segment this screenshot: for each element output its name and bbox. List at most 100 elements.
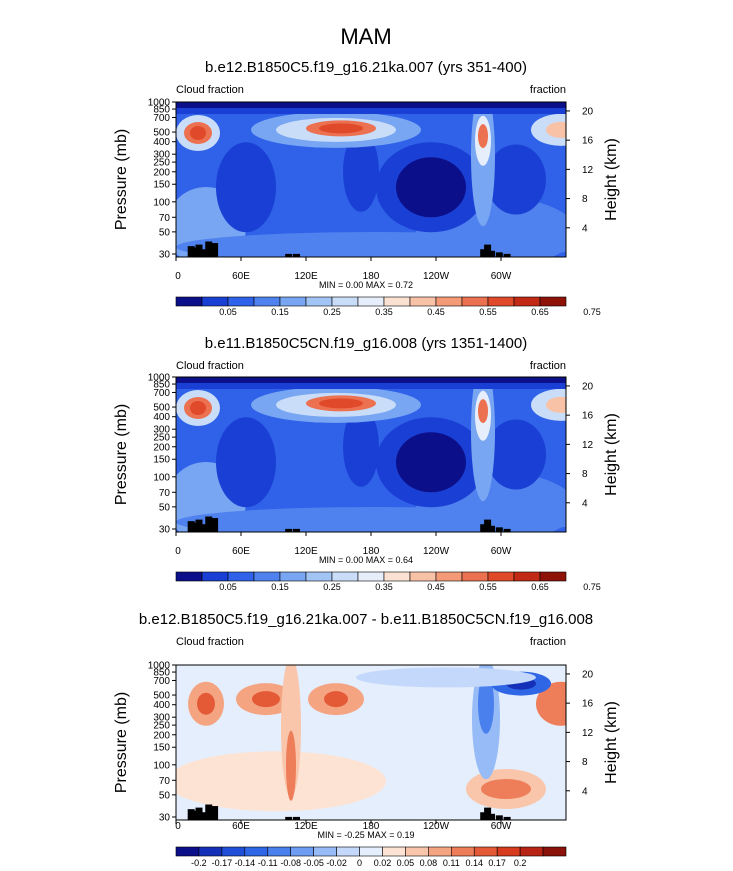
colorbar-label: -0.2 bbox=[191, 858, 207, 868]
stratosphere-band bbox=[176, 102, 566, 108]
x-tick-label: 120W bbox=[423, 546, 450, 557]
colorbar-swatch bbox=[435, 571, 463, 582]
contour-region bbox=[197, 692, 215, 715]
x-tick-label: 180 bbox=[363, 546, 380, 557]
topography-block bbox=[285, 253, 293, 257]
colorbar-swatch bbox=[487, 296, 515, 307]
colorbar-swatch bbox=[313, 846, 337, 857]
pressure-tick-label: 300 bbox=[153, 150, 170, 161]
colorbar-label: -0.08 bbox=[280, 858, 301, 868]
contour-region bbox=[319, 123, 363, 134]
colorbar-swatch bbox=[450, 846, 475, 857]
colorbar-swatch bbox=[201, 571, 229, 582]
x-tick-label: 0 bbox=[175, 821, 181, 832]
contour-region bbox=[343, 406, 379, 487]
x-tick-label: 60W bbox=[491, 271, 512, 282]
pressure-tick-label: 70 bbox=[159, 776, 171, 787]
topography-block bbox=[503, 816, 511, 820]
colorbar-swatch bbox=[487, 571, 515, 582]
right-label: fraction bbox=[530, 84, 566, 96]
topography-block bbox=[205, 804, 213, 820]
colorbar-swatch bbox=[357, 571, 385, 582]
colorbar-swatch bbox=[409, 296, 437, 307]
colorbar-label: -0.05 bbox=[303, 858, 324, 868]
pressure-tick-label: 500 bbox=[153, 691, 170, 702]
colorbar-swatch bbox=[253, 571, 281, 582]
min-max-stats: MIN = 0.00 MAX = 0.72 bbox=[319, 280, 413, 290]
topography-block bbox=[211, 518, 219, 532]
colorbar-swatch bbox=[513, 296, 541, 307]
colorbar-swatch bbox=[519, 846, 544, 857]
contour-field bbox=[176, 665, 566, 820]
topography-block bbox=[484, 807, 492, 820]
x-tick-label: 120E bbox=[294, 546, 318, 557]
contour-region bbox=[190, 126, 206, 140]
colorbar-swatch bbox=[253, 296, 281, 307]
panel-title: b.e12.B1850C5.f19_g16.21ka.007 - b.e11.B… bbox=[139, 611, 593, 628]
colorbar-label: 0.05 bbox=[397, 858, 415, 868]
colorbar-label: 0.75 bbox=[583, 307, 601, 317]
colorbar-swatch bbox=[461, 296, 489, 307]
colorbar-swatch bbox=[336, 846, 360, 857]
colorbar-swatch bbox=[409, 571, 437, 582]
left-label: Cloud fraction bbox=[176, 84, 244, 96]
height-tick-label: 12 bbox=[582, 440, 594, 451]
topography-block bbox=[195, 519, 203, 532]
topography-block bbox=[205, 241, 213, 257]
height-tick-label: 12 bbox=[582, 728, 594, 739]
topography-block bbox=[495, 527, 503, 532]
x-tick-label: 120E bbox=[294, 271, 318, 282]
topography-block bbox=[495, 815, 503, 820]
pressure-tick-label: 250 bbox=[153, 158, 170, 169]
colorbar-swatch bbox=[175, 296, 203, 307]
pressure-tick-label: 700 bbox=[153, 113, 170, 124]
height-tick-label: 20 bbox=[582, 106, 594, 117]
colorbar-swatch bbox=[473, 846, 498, 857]
min-max-stats: MIN = 0.00 MAX = 0.64 bbox=[319, 555, 413, 565]
x-tick-label: 0 bbox=[175, 271, 181, 282]
panels-group: b.e12.B1850C5.f19_g16.21ka.007 (yrs 351-… bbox=[113, 59, 620, 868]
x-tick-label: 60W bbox=[491, 546, 512, 557]
colorbar-label: 0.15 bbox=[271, 307, 289, 317]
contour-region bbox=[481, 779, 531, 799]
topography-block bbox=[484, 244, 492, 257]
pressure-tick-label: 100 bbox=[153, 472, 170, 483]
contour-region bbox=[486, 419, 546, 490]
colorbar-label: -0.11 bbox=[258, 858, 278, 868]
colorbar-swatch bbox=[305, 296, 333, 307]
topography-block bbox=[480, 249, 488, 257]
colorbar-label: 0.45 bbox=[427, 307, 445, 317]
colorbar-swatch bbox=[290, 846, 314, 857]
topography-block bbox=[189, 522, 197, 532]
pressure-tick-label: 100 bbox=[153, 197, 170, 208]
pressure-tick-label: 50 bbox=[159, 790, 171, 801]
x-tick-label: 60W bbox=[491, 821, 512, 832]
pressure-tick-label: 30 bbox=[159, 525, 171, 536]
pressure-tick-label: 300 bbox=[153, 713, 170, 724]
height-tick-label: 20 bbox=[582, 669, 594, 680]
x-tick-label: 0 bbox=[175, 546, 181, 557]
topography-block bbox=[285, 528, 293, 532]
colorbar-label: 0.45 bbox=[427, 582, 445, 592]
pressure-tick-label: 400 bbox=[153, 700, 170, 711]
pressure-tick-label: 70 bbox=[159, 488, 171, 499]
height-axis-label: Height (km) bbox=[603, 413, 620, 496]
contour-region bbox=[546, 396, 566, 413]
min-max-stats: MIN = -0.25 MAX = 0.19 bbox=[317, 830, 414, 840]
colorbar-swatch bbox=[198, 846, 223, 857]
height-tick-label: 16 bbox=[582, 411, 594, 422]
colorbar-swatch bbox=[331, 296, 359, 307]
pressure-tick-label: 500 bbox=[153, 403, 170, 414]
panel-title: b.e11.B1850C5CN.f19_g16.008 (yrs 1351-14… bbox=[205, 335, 527, 352]
colorbar-label: 0.25 bbox=[323, 582, 341, 592]
pressure-tick-label: 30 bbox=[159, 250, 171, 261]
colorbar-label: 0.2 bbox=[514, 858, 527, 868]
contour-region bbox=[319, 398, 363, 409]
colorbar-label: 0.02 bbox=[374, 858, 392, 868]
height-tick-label: 8 bbox=[582, 757, 588, 768]
x-tick-label: 120W bbox=[423, 271, 450, 282]
panel-2: b.e11.B1850C5CN.f19_g16.008 (yrs 1351-14… bbox=[113, 335, 620, 592]
contour-region bbox=[216, 142, 276, 233]
topography-block bbox=[189, 247, 197, 257]
colorbar-swatch bbox=[539, 296, 567, 307]
